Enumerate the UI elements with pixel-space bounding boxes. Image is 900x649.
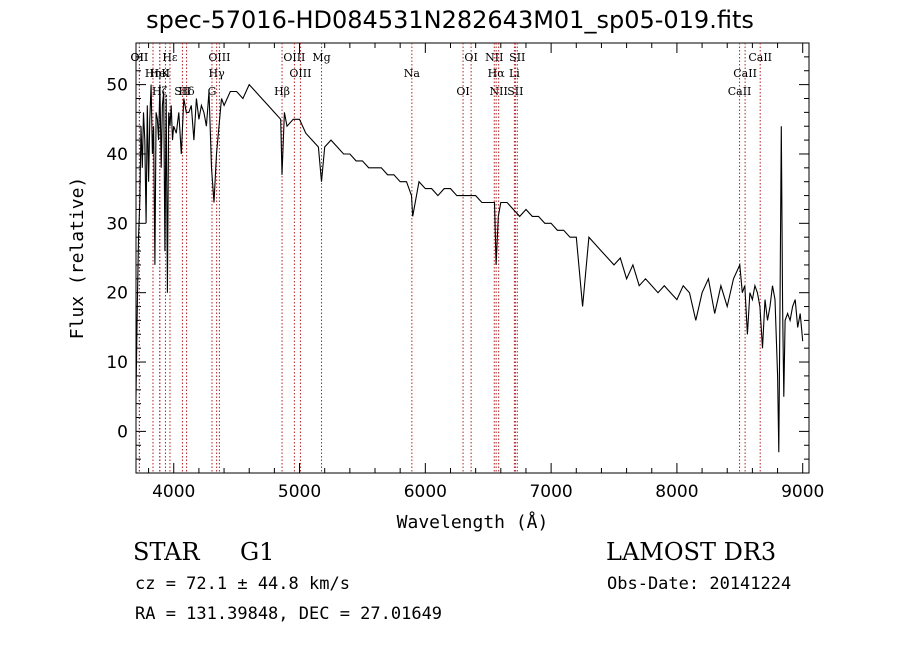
x-tick-label: 8000 — [655, 482, 698, 502]
redshift-cz: cz = 72.1 ± 44.8 km/s — [135, 574, 350, 594]
spectral-line-label: OII — [131, 51, 149, 64]
spectral-line-label: SII — [174, 85, 190, 98]
y-tick-label: 30 — [106, 214, 128, 234]
spectral-line-label: CaII — [733, 67, 757, 80]
spectral-line-label: CaII — [728, 85, 752, 98]
spectral-line-label: NII — [490, 85, 508, 98]
spectral-line-label: OII — [131, 51, 149, 64]
survey-name: LAMOST DR3 — [606, 538, 777, 566]
spectrum-line — [136, 83, 804, 453]
y-tick-label: 10 — [106, 353, 128, 373]
x-axis-label: Wavelength (Å) — [397, 511, 549, 533]
spectral-line-label: Li — [509, 67, 520, 80]
obs-date: Obs-Date: 20141224 — [607, 574, 792, 594]
spectral-line-label: NII — [485, 51, 503, 64]
y-axis-label: Flux (relative) — [67, 177, 88, 340]
y-tick-label: 50 — [106, 76, 128, 96]
y-tick-label: 0 — [117, 422, 128, 442]
spectral-line-label: Na — [404, 67, 421, 80]
spectral-line-label: SII — [507, 85, 523, 98]
spectral-line-label: G — [208, 85, 217, 98]
spectral-line-label: SII — [509, 51, 525, 64]
spectral-line-label: OI — [464, 51, 477, 64]
chart-title: spec-57016-HD084531N282643M01_sp05-019.f… — [146, 6, 754, 34]
plot-frame — [135, 42, 810, 474]
spectral-line-label: Hα — [488, 67, 506, 80]
object-type: STAR — [133, 538, 200, 566]
spectral-line-label: OIII — [208, 51, 230, 64]
spectral-line-label: HeI — [150, 67, 170, 80]
spectral-line-label: OI — [456, 85, 469, 98]
spectral-line-label: Hγ — [209, 67, 226, 80]
spectral-line-label: Hε — [162, 51, 178, 64]
x-tick-label: 5000 — [278, 482, 321, 502]
spectral-line-label: CaII — [748, 51, 772, 64]
coordinates: RA = 131.39848, DEC = 27.01649 — [135, 604, 443, 624]
x-tick-label: 9000 — [781, 482, 824, 502]
spectral-line-label: Hδ — [178, 85, 195, 98]
spectral-line-label: Hζ — [152, 85, 168, 98]
spectral-line-label: OIII — [289, 67, 311, 80]
spectral-line-label: Hβ — [274, 85, 290, 98]
x-tick-label: 6000 — [404, 482, 447, 502]
spectral-line-label: K — [161, 67, 170, 80]
y-tick-label: 20 — [106, 284, 128, 304]
object-subclass: G1 — [240, 538, 275, 566]
spectral-line-label: Mg — [312, 51, 330, 64]
y-tick-label: 40 — [106, 145, 128, 165]
x-tick-label: 4000 — [152, 482, 195, 502]
x-tick-label: 7000 — [529, 482, 572, 502]
spectral-line-label: OIII — [283, 51, 305, 64]
spectral-line-label: Hη — [145, 67, 161, 80]
